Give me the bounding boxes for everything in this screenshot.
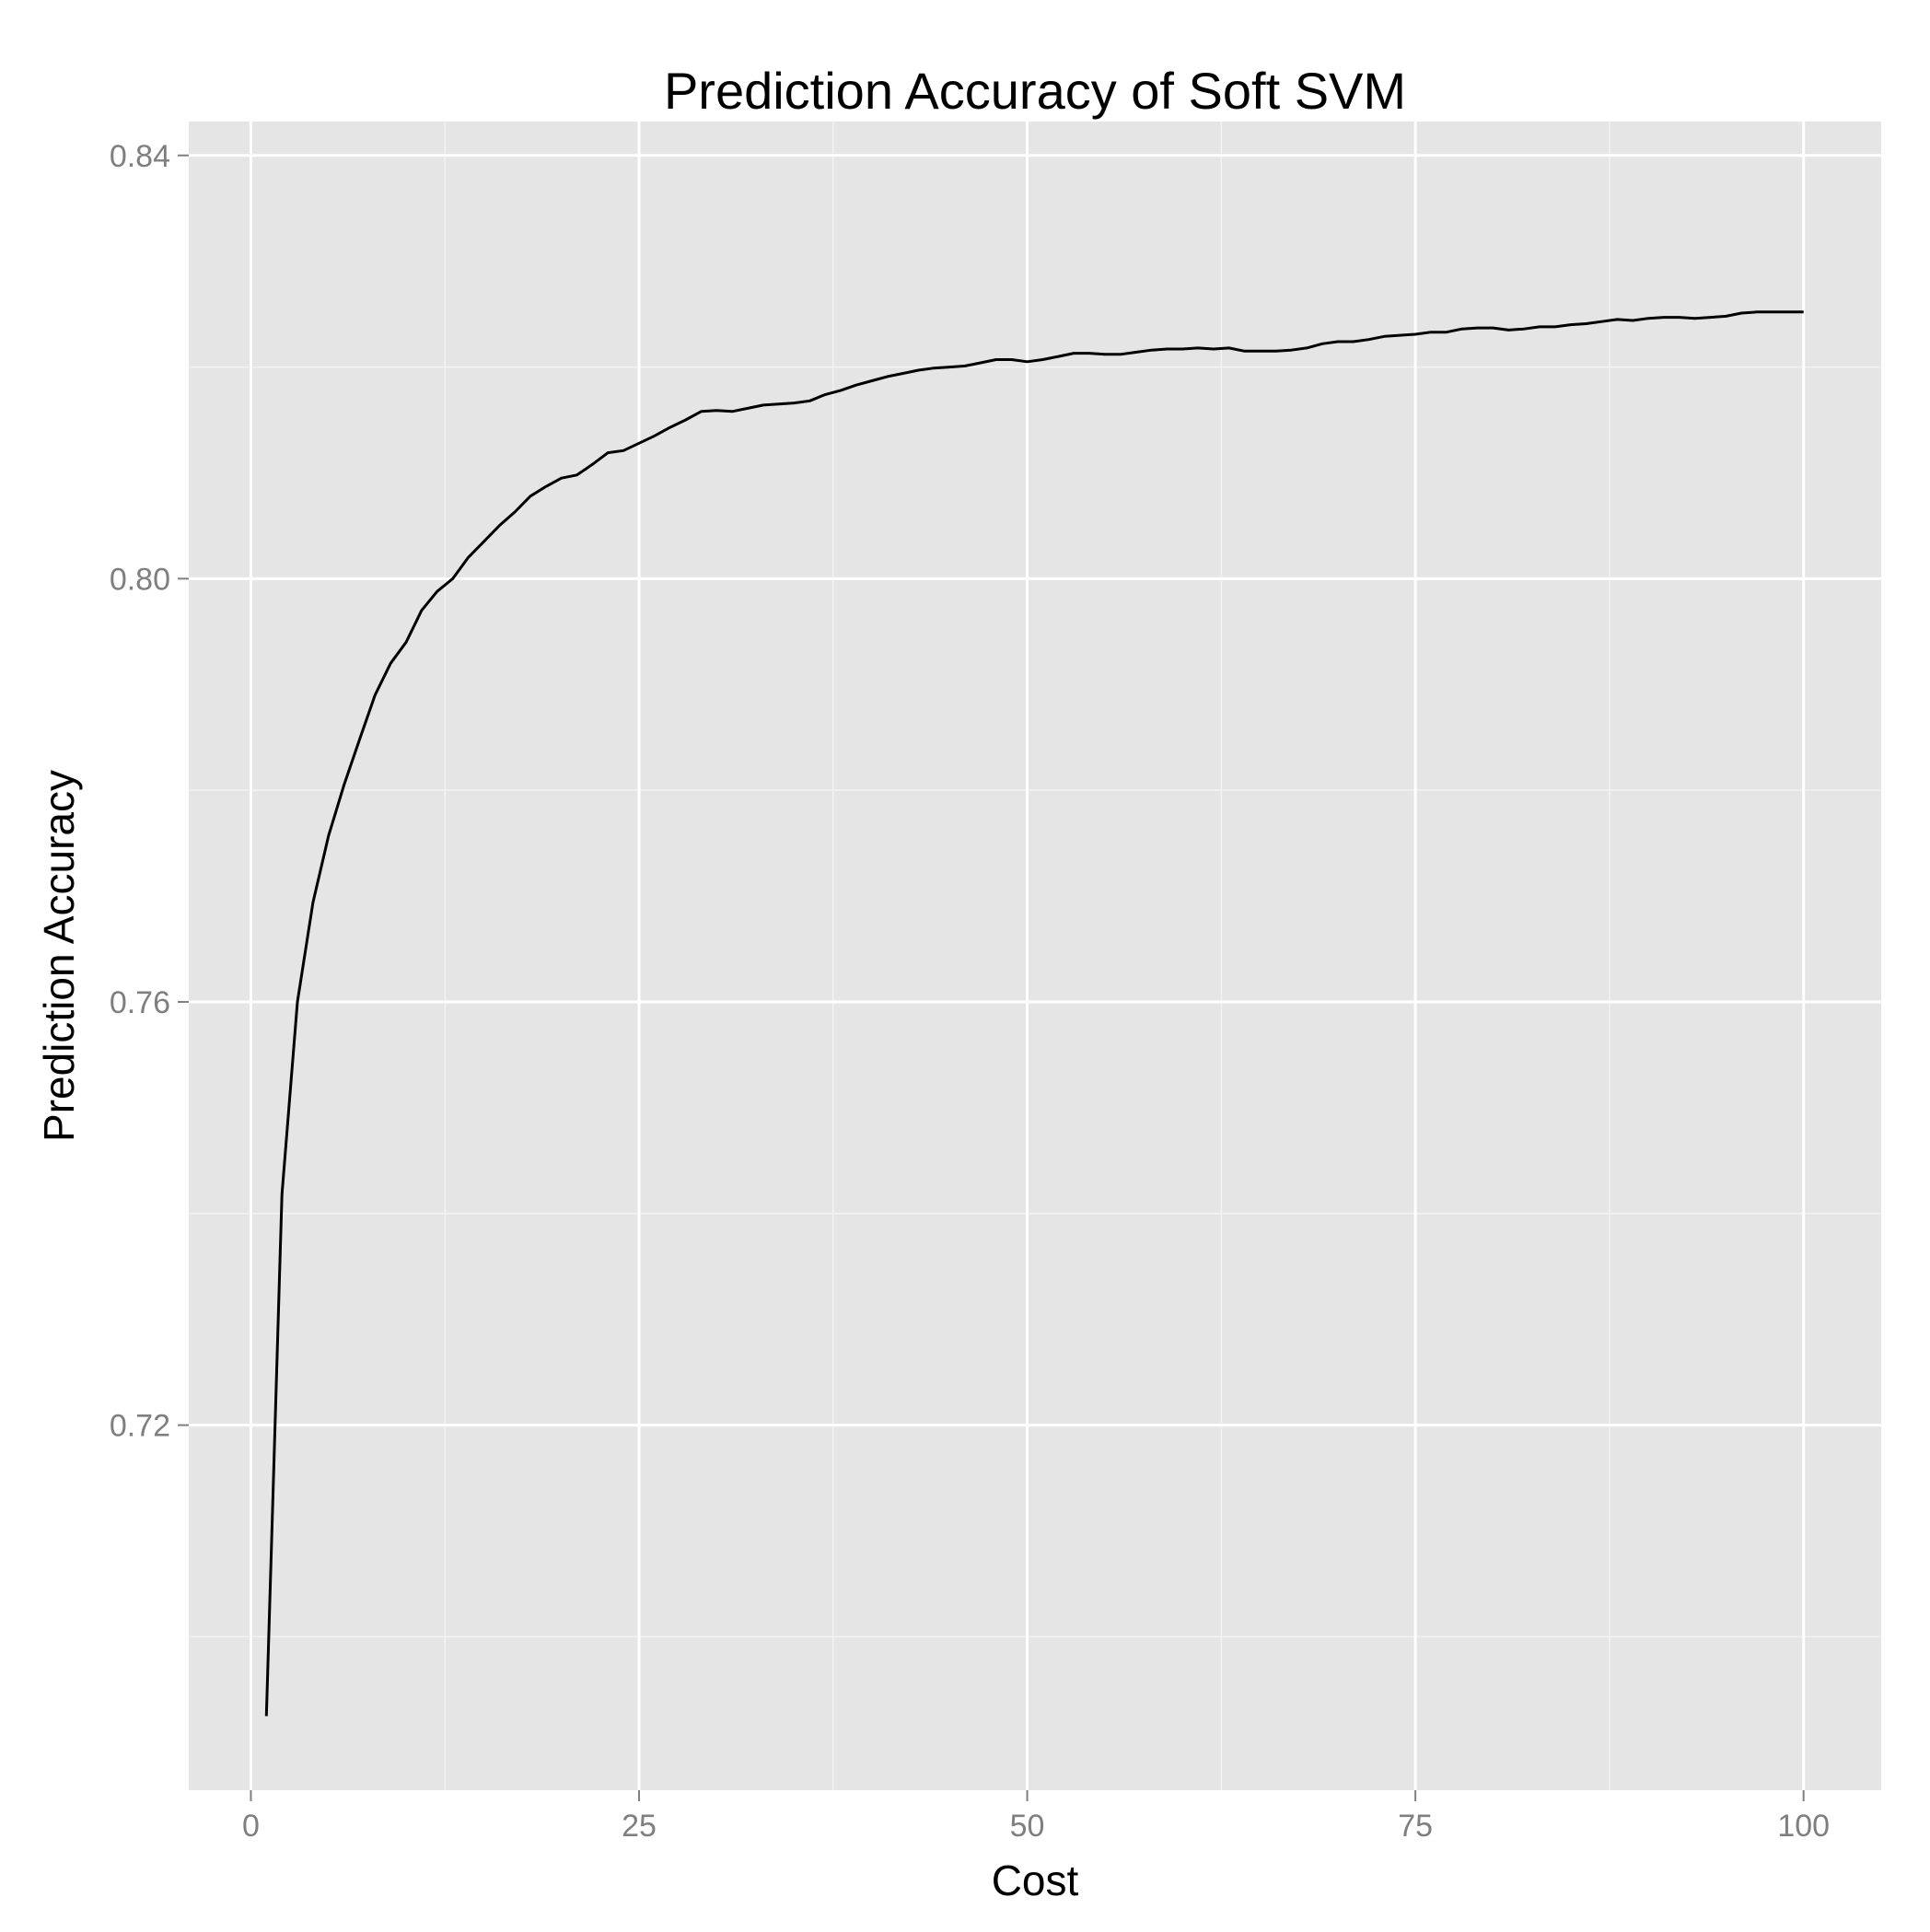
plot-panel (189, 122, 1881, 1790)
x-tick-label: 25 (622, 1809, 657, 1844)
panel-background (189, 122, 1881, 1790)
series-line (264, 310, 1804, 1717)
y-tick-label: 0.84 (110, 139, 170, 174)
y-tick-label: 0.72 (110, 1409, 170, 1444)
x-tick-label: 75 (1398, 1809, 1433, 1844)
y-axis-title: Prediction Accuracy (35, 770, 83, 1142)
series-lines (264, 310, 1804, 1717)
axis-ticks: 0 25 50 75 100 0.72 0.76 0.80 0.84 (110, 139, 1830, 1844)
y-tick-label: 0.80 (110, 562, 170, 597)
y-tick-label: 0.76 (110, 985, 170, 1020)
grid-lines (189, 122, 1881, 1790)
x-tick-label: 100 (1777, 1809, 1830, 1844)
x-axis-title: Cost (992, 1856, 1079, 1904)
x-tick-label: 0 (242, 1809, 260, 1844)
chart-title: Prediction Accuracy of Soft SVM (664, 62, 1406, 120)
x-tick-label: 50 (1010, 1809, 1045, 1844)
